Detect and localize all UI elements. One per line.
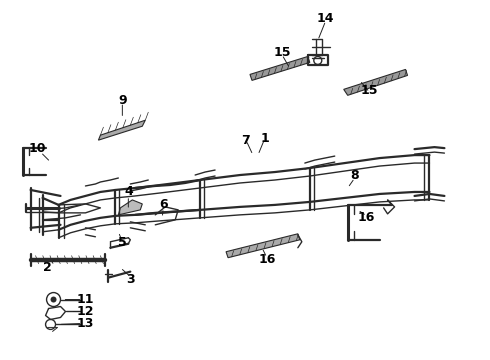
Text: 12: 12 [77, 305, 94, 318]
Circle shape [50, 297, 56, 302]
Text: 14: 14 [317, 12, 335, 25]
Polygon shape [119, 200, 142, 215]
Polygon shape [226, 234, 300, 258]
Text: 3: 3 [126, 273, 135, 286]
Polygon shape [98, 120, 145, 140]
Text: 5: 5 [118, 236, 127, 249]
Text: 4: 4 [124, 185, 133, 198]
Polygon shape [250, 57, 310, 80]
Text: 6: 6 [159, 198, 168, 211]
Text: 9: 9 [118, 94, 126, 107]
Polygon shape [343, 69, 408, 95]
Text: 1: 1 [261, 132, 270, 145]
Text: 15: 15 [361, 84, 378, 97]
Text: 13: 13 [77, 317, 94, 330]
Text: 16: 16 [358, 211, 375, 224]
Text: 10: 10 [29, 141, 47, 155]
Text: 11: 11 [77, 293, 94, 306]
Text: 8: 8 [350, 168, 359, 181]
Text: 7: 7 [242, 134, 250, 147]
Text: 2: 2 [43, 261, 52, 274]
Text: 15: 15 [273, 46, 291, 59]
Text: 16: 16 [258, 253, 276, 266]
